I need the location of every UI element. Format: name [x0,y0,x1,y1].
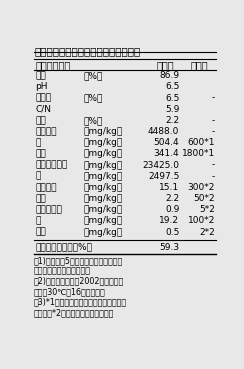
Text: -: - [212,161,215,169]
Text: 100*2: 100*2 [188,216,215,225]
Text: 341.4: 341.4 [154,149,179,158]
Text: 銅: 銅 [35,138,41,147]
Text: C/N: C/N [35,105,51,114]
Text: -: - [212,116,215,125]
Text: pH: pH [35,82,48,92]
Text: 50*2: 50*2 [193,194,215,203]
Text: （mg/kg）: （mg/kg） [83,172,122,181]
Text: 2497.5: 2497.5 [148,172,179,181]
Text: （mg/kg）: （mg/kg） [83,127,122,136]
Text: 2)窒素無機化率は2002年の測定値: 2)窒素無機化率は2002年の測定値 [34,277,124,286]
Text: リン: リン [35,116,46,125]
Text: （%）: （%） [83,71,102,80]
Text: 分析値: 分析値 [157,61,174,70]
Text: 6.5: 6.5 [165,94,179,103]
Text: -: - [212,127,215,136]
Text: 窒素無機化率　（%）: 窒素無機化率 （%） [35,242,92,252]
Text: 0.5: 0.5 [165,228,179,237]
Text: カリウム: カリウム [35,127,57,136]
Text: 水銀: 水銀 [35,228,46,237]
Text: 鉄: 鉄 [35,172,41,181]
Text: ヒ素: ヒ素 [35,194,46,203]
Text: 15.1: 15.1 [159,183,179,192]
Text: 表１　施用汚泥の組成と窒素無機化率: 表１ 施用汚泥の組成と窒素無機化率 [34,46,141,56]
Text: （mg/kg）: （mg/kg） [83,183,122,192]
Text: （%）: （%） [83,116,102,125]
Text: 6.5: 6.5 [165,82,179,92]
Text: 値，*2は肥料取締法の公定規格: 値，*2は肥料取締法の公定規格 [34,308,114,317]
Text: 1800*1: 1800*1 [182,149,215,158]
Text: 3)*1は全国農業協同組合中央会の推奨: 3)*1は全国農業協同組合中央会の推奨 [34,298,127,307]
Text: 亜鉛: 亜鉛 [35,149,46,158]
Text: カドミウム: カドミウム [35,205,62,214]
Text: 23425.0: 23425.0 [142,161,179,169]
Text: -: - [212,94,215,103]
Text: （30℃で16週間静置）: （30℃で16週間静置） [34,287,105,296]
Text: （mg/kg）: （mg/kg） [83,149,122,158]
Text: 2*2: 2*2 [199,228,215,237]
Text: （%）: （%） [83,94,102,103]
Text: 19.2: 19.2 [159,216,179,225]
Text: 300*2: 300*2 [188,183,215,192]
Text: 5.9: 5.9 [165,105,179,114]
Text: 600*1: 600*1 [187,138,215,147]
Text: 2.2: 2.2 [165,116,179,125]
Text: （mg/kg）: （mg/kg） [83,228,122,237]
Text: （mg/kg）: （mg/kg） [83,205,122,214]
Text: は乾物当たりの数値）: は乾物当たりの数値） [34,266,91,275]
Text: -: - [212,172,215,181]
Text: アルミニウム: アルミニウム [35,161,67,169]
Text: （mg/kg）: （mg/kg） [83,161,122,169]
Text: 2.2: 2.2 [165,194,179,203]
Text: ニッケル: ニッケル [35,183,57,192]
Text: 504.4: 504.4 [154,138,179,147]
Text: 項目（単位）: 項目（単位） [35,61,71,70]
Text: 水分: 水分 [35,71,46,80]
Text: 4488.0: 4488.0 [148,127,179,136]
Text: 0.9: 0.9 [165,205,179,214]
Text: 注1)分析値は5年間の平均値（水分以外: 注1)分析値は5年間の平均値（水分以外 [34,256,123,265]
Text: （mg/kg）: （mg/kg） [83,216,122,225]
Text: 鉛: 鉛 [35,216,41,225]
Text: 59.3: 59.3 [159,242,179,252]
Text: （mg/kg）: （mg/kg） [83,138,122,147]
Text: 86.9: 86.9 [159,71,179,80]
Text: 全窒素: 全窒素 [35,94,51,103]
Text: 上限値: 上限値 [191,61,209,70]
Text: 5*2: 5*2 [199,205,215,214]
Text: （mg/kg）: （mg/kg） [83,194,122,203]
